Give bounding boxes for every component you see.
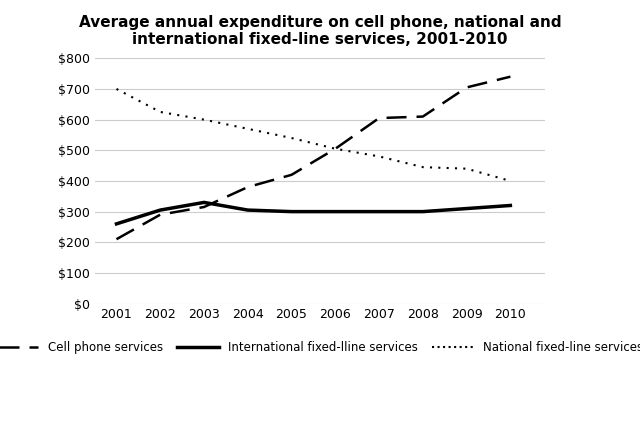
Title: Average annual expenditure on cell phone, national and
international fixed-line : Average annual expenditure on cell phone… xyxy=(79,15,561,47)
Legend: Cell phone services, International fixed-lline services, National fixed-line ser: Cell phone services, International fixed… xyxy=(0,337,640,359)
